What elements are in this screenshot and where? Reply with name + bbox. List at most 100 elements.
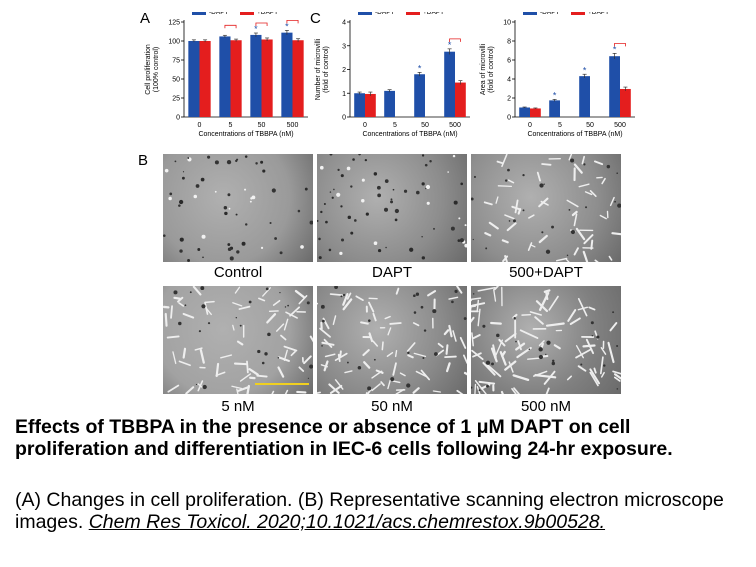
x-axis-label: Concentrations of TBBPA (nM) <box>198 131 293 138</box>
surface-speck <box>178 199 184 205</box>
surface-speck <box>318 256 322 260</box>
microvillus <box>239 373 252 382</box>
microvillus <box>342 298 353 311</box>
surface-pore <box>358 154 361 156</box>
microvillus <box>609 196 615 207</box>
surface-pore <box>207 322 211 325</box>
surface-pore <box>416 190 420 195</box>
surface-pore <box>274 237 277 240</box>
microvillus <box>463 354 467 364</box>
surface-pore <box>616 388 619 390</box>
microvillus <box>608 255 613 261</box>
y-tick-label: 2 <box>342 67 346 74</box>
bar-minus-dapt <box>519 107 530 117</box>
sem-image-label: 50 nM <box>371 398 413 415</box>
x-tick-label: 500 <box>449 122 461 129</box>
significance-bracket <box>224 24 237 29</box>
microvillus <box>170 305 173 319</box>
microvillus <box>600 371 605 378</box>
microvillus <box>266 313 277 324</box>
surface-speck <box>164 168 169 173</box>
microvillus <box>372 340 379 347</box>
surface-pore <box>420 305 424 309</box>
surface-pore <box>284 306 287 308</box>
microvillus <box>476 386 481 394</box>
surface-speck <box>421 154 425 157</box>
surface-pore <box>473 175 477 178</box>
surface-pore <box>178 204 181 207</box>
legend-swatch-minus-dapt <box>358 12 372 15</box>
microvillus <box>569 317 581 325</box>
bar-minus-dapt <box>281 32 293 117</box>
surface-speck <box>373 241 378 246</box>
surface-speck <box>187 157 190 159</box>
surface-pore <box>235 317 238 319</box>
x-tick-label: 500 <box>614 122 626 129</box>
surface-pore <box>415 292 420 296</box>
sem-image-label: Control <box>213 264 263 281</box>
surface-pore <box>472 238 474 241</box>
microvillus <box>538 197 549 208</box>
surface-pore <box>482 324 486 328</box>
surface-speck <box>373 172 378 176</box>
surface-speck <box>340 205 343 208</box>
surface-speck <box>329 154 333 156</box>
y-axis-label: Number of microvilli <box>315 38 322 100</box>
microvillus <box>555 257 568 262</box>
surface-speck <box>224 211 228 216</box>
surface-pore <box>334 286 338 290</box>
surface-pore <box>227 247 232 252</box>
microvillus <box>363 361 371 369</box>
surface-pore <box>570 158 575 163</box>
surface-pore <box>223 206 228 210</box>
microvillus <box>167 384 180 393</box>
microvillus <box>589 371 599 387</box>
surface-speck <box>350 231 354 235</box>
microvillus <box>494 286 499 291</box>
y-tick-label: 125 <box>168 20 180 27</box>
legend-label-plus-dapt: +DAPT <box>588 12 609 16</box>
surface-pore <box>413 294 416 298</box>
surface-pore <box>277 356 280 359</box>
microvillus <box>599 356 604 375</box>
bar-minus-dapt <box>219 36 231 117</box>
legend-swatch-plus-dapt <box>571 12 585 15</box>
microvillus <box>182 312 195 319</box>
microvillus <box>399 372 406 377</box>
microvillus <box>504 214 515 220</box>
microvillus <box>532 370 548 377</box>
microvillus <box>565 258 570 262</box>
y-tick-label: 10 <box>503 20 511 27</box>
microvillus <box>589 190 597 197</box>
surface-pore <box>306 301 310 305</box>
y-axis-label: (100% control) <box>153 47 160 93</box>
significance-bracket <box>449 38 461 42</box>
microvillus <box>528 214 535 219</box>
microvillus <box>334 352 348 362</box>
microvillus <box>164 312 168 327</box>
bar-minus-dapt <box>250 34 262 117</box>
microvillus <box>290 350 296 357</box>
microvillus <box>593 160 604 166</box>
microvillus <box>493 288 497 302</box>
y-tick-label: 0 <box>507 115 511 122</box>
surface-speck <box>340 174 344 178</box>
x-tick-label: 5 <box>393 122 397 129</box>
legend-label-minus-dapt: -DAPT <box>540 12 560 16</box>
panel-c-letter: C <box>310 10 321 27</box>
microvillus <box>601 177 606 185</box>
citation-link[interactable]: Chem Res Toxicol. 2020;10.1021/acs.chemr… <box>88 511 606 533</box>
surface-pore <box>195 383 198 386</box>
microvillus <box>192 286 202 296</box>
surface-speck <box>228 207 231 210</box>
surface-pore <box>450 226 455 231</box>
surface-pore <box>616 172 618 174</box>
microvillus <box>296 390 307 394</box>
surface-pore <box>425 187 427 190</box>
surface-pore <box>198 330 201 333</box>
microvillus <box>329 384 343 394</box>
microvillus <box>594 259 599 262</box>
surface-pore <box>422 356 425 359</box>
surface-pore <box>267 332 271 337</box>
surface-pore <box>508 220 511 222</box>
